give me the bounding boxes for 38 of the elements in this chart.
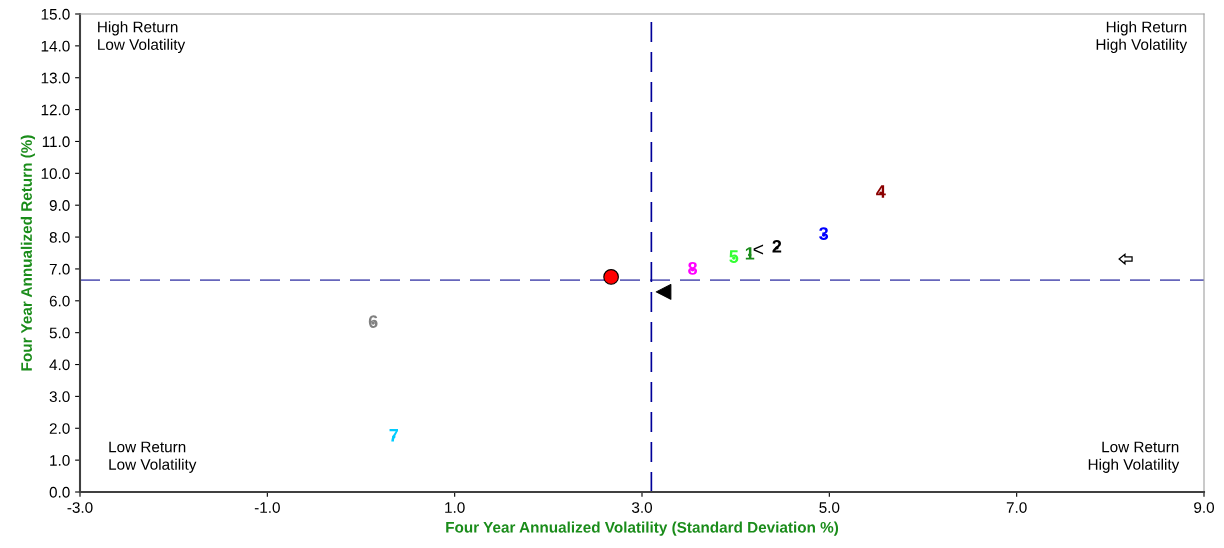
y-tick-label: 0.0 [49, 486, 70, 498]
series-label: 8 [688, 261, 698, 275]
x-tick-label: -3.0 [67, 502, 93, 513]
annotation: High Return Low Volatility [98, 21, 186, 53]
y-tick-label: 1.0 [50, 455, 70, 466]
point [603, 269, 619, 285]
x-tick-label: -1.0 [254, 502, 280, 513]
series-label: 5 [729, 250, 739, 263]
x-tick-label: 3.0 [631, 502, 653, 513]
y-tick-label: 15.0 [41, 8, 70, 20]
y-tick-label: 8.0 [49, 231, 70, 243]
series-label: 6 [368, 315, 378, 328]
y-tick-label: 4.0 [49, 359, 70, 371]
annotation: < [753, 244, 764, 255]
y-tick-label: 7.0 [49, 263, 70, 275]
y-tick-label: 3.0 [49, 391, 70, 403]
annotation: Low Return High Volatility [1088, 441, 1180, 473]
y-tick-label: 10.0 [41, 168, 70, 180]
series-label: 3 [819, 227, 829, 241]
series-label: 4 [876, 185, 886, 198]
annotation: Low Return Low Volatility [109, 441, 197, 473]
y-tick-label: 6.0 [49, 295, 70, 307]
x-tick-label: 9.0 [1194, 502, 1215, 513]
y-tick-label: 11.0 [42, 136, 70, 148]
y-axis-title: Four Year Annualized Return (%) [20, 135, 35, 371]
y-tick-label: 13.0 [41, 72, 70, 84]
y-tick-label: 14.0 [41, 40, 70, 52]
series-label: 2 [772, 239, 782, 253]
x-tick-label: 7.0 [1006, 502, 1027, 513]
y-tick-label: 2.0 [49, 423, 70, 434]
y-tick-label: 9.0 [49, 200, 70, 211]
y-tick-label: 12.0 [41, 104, 70, 116]
x-axis-title: Four Year Annualized Volatility (Standard Deviation %) [446, 521, 839, 536]
y-tick-label: 5.0 [49, 327, 70, 339]
x-tick-label: 1.0 [445, 502, 465, 513]
point [655, 284, 672, 300]
x-tick-label: 5.0 [819, 502, 840, 513]
annotation: High Return High Volatility [1096, 21, 1188, 53]
